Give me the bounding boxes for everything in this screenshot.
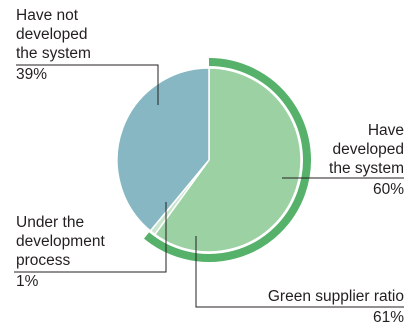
- value-not-developed: 39%: [16, 66, 48, 83]
- leader-lines: [14, 64, 404, 308]
- green-supplier-ratio-ring: [143, 58, 311, 262]
- label-under-development: Under the development process 1%: [16, 213, 105, 291]
- label-developed-line-2: developed: [332, 141, 404, 158]
- label-developed: Have developed the system 60%: [329, 121, 404, 199]
- value-developed: 60%: [372, 181, 404, 198]
- label-developed-line-1: Have: [367, 122, 404, 139]
- leader-line-green-supplier: [195, 236, 404, 308]
- label-not-developed-line-3: the system: [16, 45, 91, 62]
- label-under-development-line-1: Under the: [16, 214, 85, 231]
- slice-developed: [153, 67, 302, 253]
- leader-line-not-developed: [16, 64, 159, 105]
- label-green-supplier-text: Green supplier ratio: [267, 288, 404, 305]
- label-under-development-line-2: development: [16, 233, 105, 250]
- label-under-development-line-3: process: [16, 252, 71, 269]
- value-green-supplier: 61%: [372, 309, 404, 326]
- label-green-supplier: Green supplier ratio 61%: [268, 287, 404, 327]
- label-not-developed-line-2: developed: [16, 26, 88, 43]
- label-not-developed-line-1: Have not: [16, 7, 79, 24]
- leader-line-under-development: [14, 202, 167, 273]
- pie-slices: [116, 67, 302, 253]
- value-under-development: 1%: [16, 273, 39, 290]
- slice-not-developed: [116, 67, 210, 232]
- label-not-developed: Have not developed the system 39%: [16, 6, 91, 84]
- label-developed-line-3: the system: [329, 160, 404, 177]
